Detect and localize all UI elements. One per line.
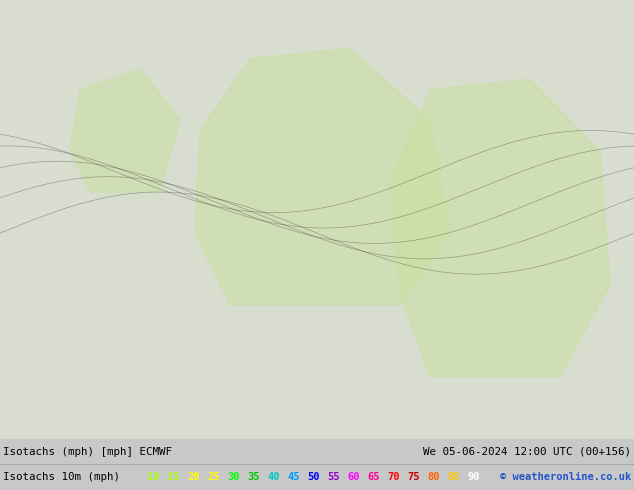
Text: 50: 50 [307, 472, 320, 482]
Text: 55: 55 [327, 472, 339, 482]
Text: 70: 70 [387, 472, 399, 482]
Text: 40: 40 [267, 472, 280, 482]
Text: 65: 65 [367, 472, 380, 482]
Text: We 05-06-2024 12:00 UTC (00+156): We 05-06-2024 12:00 UTC (00+156) [423, 447, 631, 457]
Text: © weatheronline.co.uk: © weatheronline.co.uk [500, 472, 631, 482]
Text: 85: 85 [447, 472, 460, 482]
Text: 90: 90 [467, 472, 479, 482]
Text: 35: 35 [247, 472, 259, 482]
Text: 20: 20 [187, 472, 200, 482]
Polygon shape [70, 69, 180, 192]
Text: 30: 30 [227, 472, 240, 482]
Text: 15: 15 [167, 472, 179, 482]
Text: 45: 45 [287, 472, 299, 482]
Text: 25: 25 [207, 472, 219, 482]
Text: 75: 75 [407, 472, 420, 482]
Text: 10: 10 [147, 472, 160, 482]
Text: Isotachs (mph) [mph] ECMWF: Isotachs (mph) [mph] ECMWF [3, 447, 172, 457]
Text: 80: 80 [427, 472, 439, 482]
Text: Isotachs 10m (mph): Isotachs 10m (mph) [3, 472, 120, 482]
Polygon shape [390, 79, 610, 377]
Text: 60: 60 [347, 472, 359, 482]
Polygon shape [195, 49, 450, 305]
